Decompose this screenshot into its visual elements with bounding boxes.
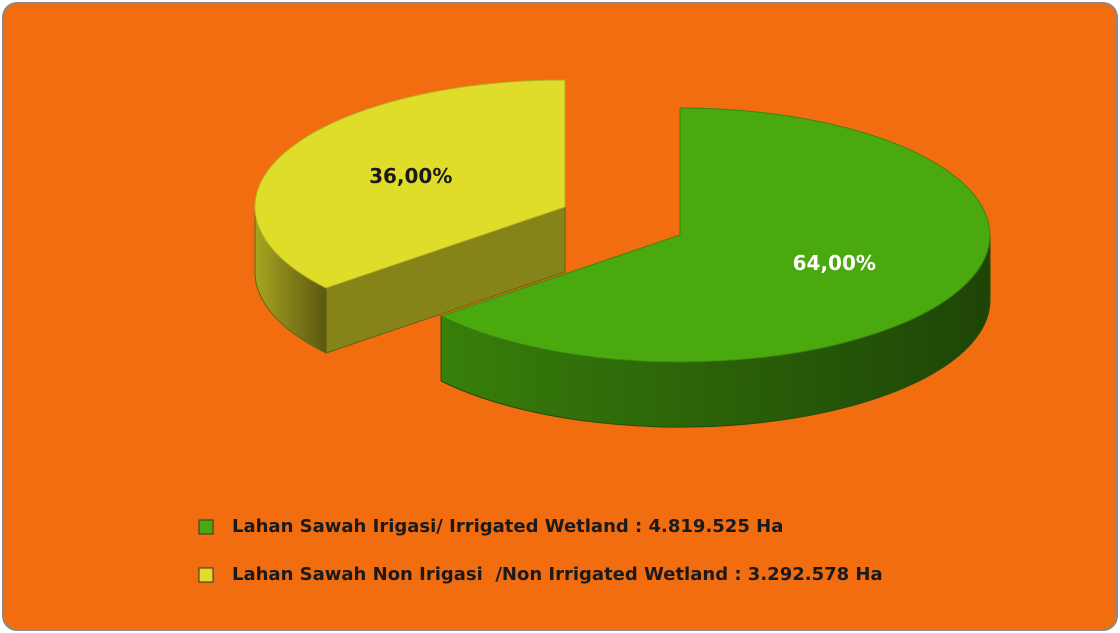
value-label: 64,00% (793, 251, 876, 275)
legend-label: Lahan Sawah Irigasi/ Irrigated Wetland :… (232, 516, 783, 537)
slice (439, 107, 991, 363)
legend-swatch (198, 567, 214, 583)
legend-label: Lahan Sawah Non Irigasi /Non Irrigated W… (232, 564, 883, 585)
slice (254, 79, 566, 289)
value-label: 36,00% (369, 164, 452, 188)
legend-swatch (198, 519, 214, 535)
